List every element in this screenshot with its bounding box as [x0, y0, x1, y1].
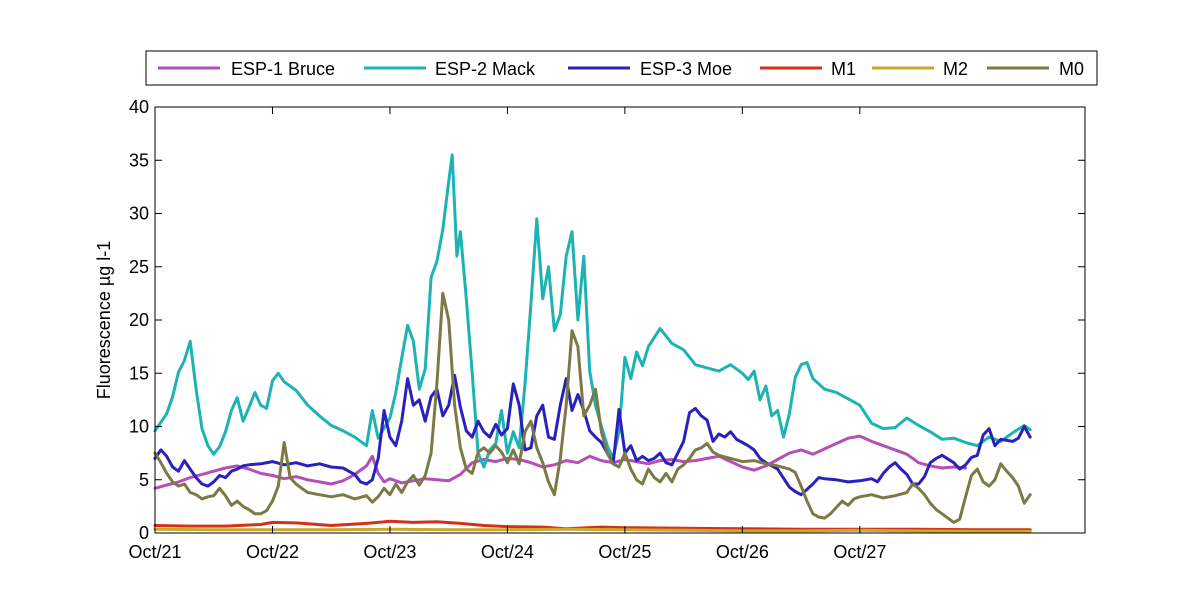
legend: ESP-1 Bruce ESP-2 Mack ESP-3 Moe M1 M2 M0 [145, 50, 1098, 86]
x-tick-label: Oct/26 [716, 542, 769, 562]
legend-label-m0: M0 [1059, 59, 1084, 79]
axes: 0 5 10 15 20 25 30 35 40 Oct/21 Oct/22 Oct/23 Oct/24… [128, 97, 1086, 562]
legend-label-esp-1-bruce: ESP-1 Bruce [231, 59, 335, 79]
y-tick-label: 25 [129, 257, 149, 277]
y-tick-label: 20 [129, 310, 149, 330]
series-line-m0 [153, 291, 1032, 524]
series-line-esp-1-bruce [153, 434, 968, 490]
x-tick-label: Oct/21 [128, 542, 181, 562]
y-tick-label: 5 [139, 470, 149, 490]
series-line-m2 [153, 527, 1032, 533]
y-tick-label: 35 [129, 150, 149, 170]
y-tick-label: 10 [129, 417, 149, 437]
y-tick-label: 40 [129, 97, 149, 117]
series-line-esp-2-mack [153, 153, 1032, 469]
legend-label-m1: M1 [831, 59, 856, 79]
legend-label-esp-2-mack: ESP-2 Mack [435, 59, 536, 79]
x-tick-label: Oct/24 [481, 542, 534, 562]
legend-label-m2: M2 [943, 59, 968, 79]
series-lines [153, 153, 1032, 533]
x-tick-label: Oct/23 [363, 542, 416, 562]
legend-label-esp-3-moe: ESP-3 Moe [640, 59, 732, 79]
y-tick-label: 30 [129, 204, 149, 224]
x-tick-label: Oct/22 [246, 542, 299, 562]
x-tick-label: Oct/27 [833, 542, 886, 562]
series-line-esp-3-moe [153, 373, 1032, 497]
y-tick-label: 15 [129, 363, 149, 383]
y-tick-label: 0 [139, 523, 149, 543]
series-line-m1 [153, 519, 1032, 532]
y-axis-title: Fluorescence µg l-1 [94, 241, 114, 399]
x-tick-label: Oct/25 [598, 542, 651, 562]
